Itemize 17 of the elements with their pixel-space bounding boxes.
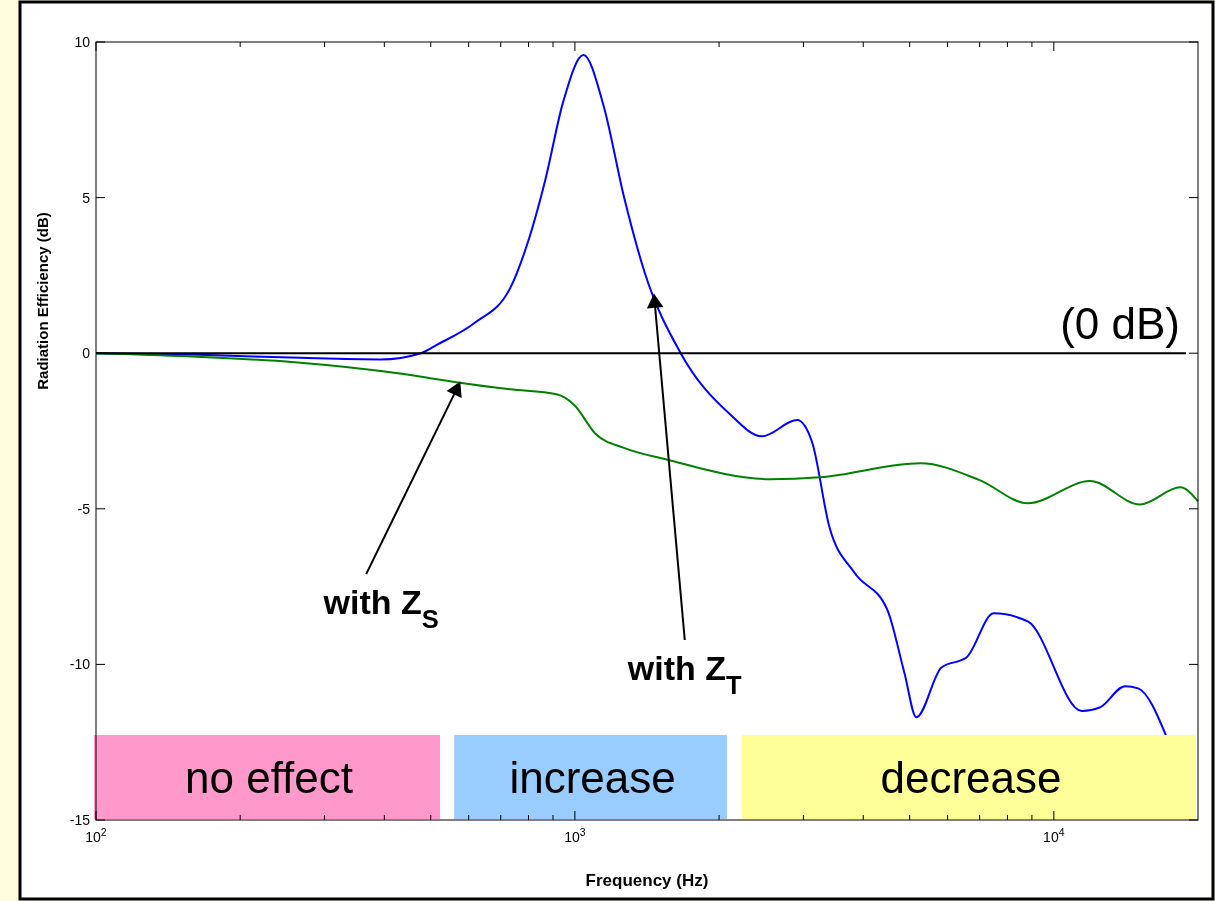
band-label: decrease xyxy=(880,752,1062,802)
y-tick-label: -15 xyxy=(69,812,91,828)
y-tick-label: 5 xyxy=(82,189,91,206)
y-axis-title: Radiation Efficiency (dB) xyxy=(34,212,51,390)
annotation: with Z$_{T}$ xyxy=(626,649,743,700)
y-tick-label: -10 xyxy=(69,656,91,673)
y-tick-label: 0 xyxy=(82,345,91,362)
ref-line-label: (0 dB) xyxy=(1060,299,1180,349)
x-tick-label: 10$^{2}$ xyxy=(85,826,107,845)
y-tick-label: 10 xyxy=(74,34,91,50)
x-tick-label: 10$^{3}$ xyxy=(564,826,586,845)
x-tick-label: 10$^{4}$ xyxy=(1043,826,1065,845)
annotation: with Z$_{S}$ xyxy=(322,583,439,634)
band-label: increase xyxy=(509,752,676,802)
band-label: no effect xyxy=(185,752,354,802)
y-tick-label: -5 xyxy=(77,500,91,517)
x-axis-title: Frequency (Hz) xyxy=(585,871,709,890)
